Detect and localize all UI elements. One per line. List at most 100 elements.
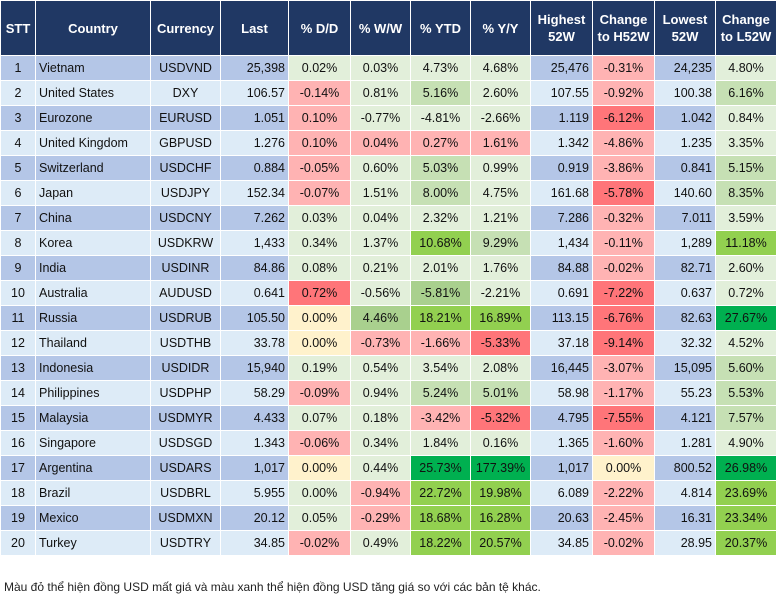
cell-high-52w: 34.85 <box>530 530 593 556</box>
cell-country: Thailand <box>35 330 151 356</box>
cell-pct-ww: -0.94% <box>350 480 411 506</box>
cell-pct-ytd: 1.84% <box>410 430 471 456</box>
cell-last: 106.57 <box>220 80 289 106</box>
cell-change-l52w: 0.72% <box>715 280 777 306</box>
cell-currency: USDSGD <box>150 430 221 456</box>
cell-change-l52w: 0.84% <box>715 105 777 131</box>
cell-high-52w: 1.119 <box>530 105 593 131</box>
cell-pct-ww: 0.44% <box>350 455 411 481</box>
cell-pct-ww: -0.73% <box>350 330 411 356</box>
cell-pct-ytd: 3.54% <box>410 355 471 381</box>
cell-pct-yy: 1.76% <box>470 255 531 281</box>
cell-change-l52w: 5.15% <box>715 155 777 181</box>
cell-low-52w: 15,095 <box>654 355 716 381</box>
cell-pct-yy: 1.61% <box>470 130 531 156</box>
cell-currency: USDTHB <box>150 330 221 356</box>
column-header[interactable]: Change to H52W <box>592 0 655 56</box>
column-header[interactable]: STT <box>0 0 36 56</box>
cell-high-52w: 1,017 <box>530 455 593 481</box>
cell-pct-dd: -0.09% <box>288 380 351 406</box>
cell-change-l52w: 26.98% <box>715 455 777 481</box>
cell-pct-yy: 177.39% <box>470 455 531 481</box>
cell-pct-yy: 2.08% <box>470 355 531 381</box>
cell-currency: USDJPY <box>150 180 221 206</box>
cell-low-52w: 4.121 <box>654 405 716 431</box>
column-header[interactable]: % D/D <box>288 0 351 56</box>
column-header[interactable]: Currency <box>150 0 221 56</box>
cell-last: 1.276 <box>220 130 289 156</box>
cell-pct-yy: 2.60% <box>470 80 531 106</box>
column-header[interactable]: Change to L52W <box>715 0 777 56</box>
cell-currency: USDCHF <box>150 155 221 181</box>
cell-change-h52w: -0.31% <box>592 55 655 81</box>
cell-currency: USDVND <box>150 55 221 81</box>
cell-pct-ww: 0.18% <box>350 405 411 431</box>
column-header[interactable]: % YTD <box>410 0 471 56</box>
cell-pct-ytd: 4.73% <box>410 55 471 81</box>
cell-pct-ww: 0.04% <box>350 205 411 231</box>
cell-pct-dd: 0.07% <box>288 405 351 431</box>
cell-pct-yy: 0.99% <box>470 155 531 181</box>
cell-last: 84.86 <box>220 255 289 281</box>
table-row: 1 Vietnam USDVND 25,398 0.02% 0.03% 4.73% 4.68%… <box>0 55 777 81</box>
cell-pct-dd: -0.05% <box>288 155 351 181</box>
cell-pct-yy: 4.75% <box>470 180 531 206</box>
cell-last: 7.262 <box>220 205 289 231</box>
cell-country: Switzerland <box>35 155 151 181</box>
cell-pct-ytd: 2.32% <box>410 205 471 231</box>
cell-low-52w: 1.281 <box>654 430 716 456</box>
cell-pct-ytd: 5.03% <box>410 155 471 181</box>
cell-pct-dd: 0.34% <box>288 230 351 256</box>
cell-pct-ytd: -1.66% <box>410 330 471 356</box>
column-header[interactable]: Country <box>35 0 151 56</box>
cell-pct-ww: 0.04% <box>350 130 411 156</box>
cell-pct-ww: 0.54% <box>350 355 411 381</box>
cell-last: 25,398 <box>220 55 289 81</box>
cell-currency: USDRUB <box>150 305 221 331</box>
cell-low-52w: 55.23 <box>654 380 716 406</box>
cell-pct-dd: 0.19% <box>288 355 351 381</box>
cell-high-52w: 4.795 <box>530 405 593 431</box>
cell-country: Mexico <box>35 505 151 531</box>
cell-change-l52w: 3.59% <box>715 205 777 231</box>
column-header[interactable]: Last <box>220 0 289 56</box>
cell-country: Brazil <box>35 480 151 506</box>
cell-currency: USDBRL <box>150 480 221 506</box>
cell-change-h52w: -6.76% <box>592 305 655 331</box>
cell-last: 1,433 <box>220 230 289 256</box>
cell-pct-ytd: -3.42% <box>410 405 471 431</box>
cell-low-52w: 7.011 <box>654 205 716 231</box>
cell-pct-ytd: 5.24% <box>410 380 471 406</box>
table-row: 8 Korea USDKRW 1,433 0.34% 1.37% 10.68% 9.29% 1,… <box>0 230 777 256</box>
cell-currency: USDMYR <box>150 405 221 431</box>
cell-high-52w: 107.55 <box>530 80 593 106</box>
cell-last: 105.50 <box>220 305 289 331</box>
cell-last: 1.051 <box>220 105 289 131</box>
cell-pct-ytd: 18.21% <box>410 305 471 331</box>
cell-pct-dd: 0.10% <box>288 130 351 156</box>
cell-pct-dd: -0.14% <box>288 80 351 106</box>
cell-country: Russia <box>35 305 151 331</box>
cell-pct-yy: 9.29% <box>470 230 531 256</box>
cell-last: 20.12 <box>220 505 289 531</box>
cell-stt: 18 <box>0 480 36 506</box>
column-header[interactable]: Lowest 52W <box>654 0 716 56</box>
table-row: 9 India USDINR 84.86 0.08% 0.21% 2.01% 1.76% 84.… <box>0 255 777 281</box>
cell-pct-dd: 0.10% <box>288 105 351 131</box>
column-header[interactable]: % W/W <box>350 0 411 56</box>
cell-pct-ww: 1.51% <box>350 180 411 206</box>
cell-low-52w: 82.63 <box>654 305 716 331</box>
cell-pct-ytd: 25.73% <box>410 455 471 481</box>
cell-currency: USDPHP <box>150 380 221 406</box>
cell-change-h52w: -1.17% <box>592 380 655 406</box>
cell-pct-yy: 0.16% <box>470 430 531 456</box>
cell-pct-dd: 0.00% <box>288 330 351 356</box>
cell-stt: 12 <box>0 330 36 356</box>
column-header[interactable]: Highest 52W <box>530 0 593 56</box>
cell-low-52w: 82.71 <box>654 255 716 281</box>
cell-pct-ww: 0.94% <box>350 380 411 406</box>
cell-low-52w: 1.235 <box>654 130 716 156</box>
cell-country: Australia <box>35 280 151 306</box>
cell-pct-dd: 0.00% <box>288 305 351 331</box>
column-header[interactable]: % Y/Y <box>470 0 531 56</box>
